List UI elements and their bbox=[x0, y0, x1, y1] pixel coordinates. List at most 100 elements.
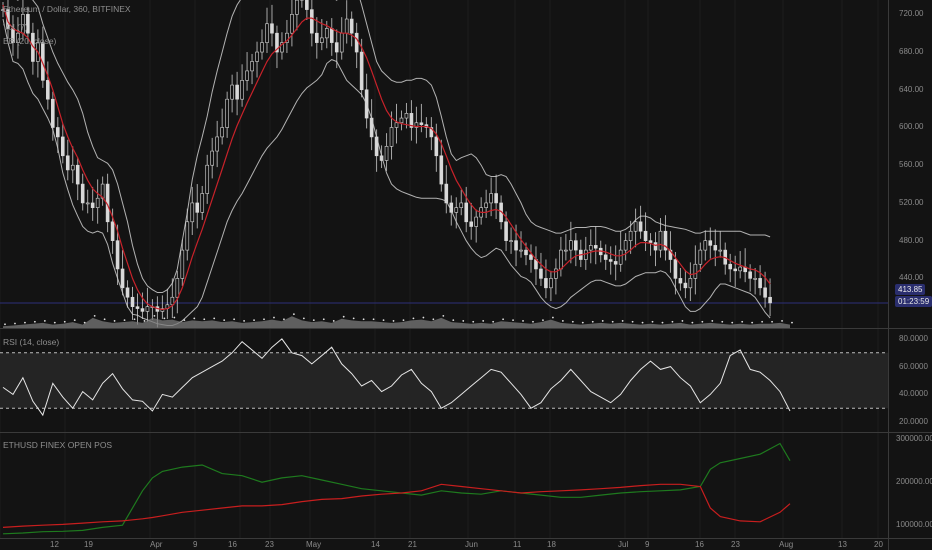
candle-body[interactable] bbox=[738, 266, 742, 272]
candle-body[interactable] bbox=[583, 249, 588, 260]
candle-body[interactable] bbox=[51, 98, 55, 128]
candle-body[interactable] bbox=[95, 197, 100, 208]
candle-body[interactable] bbox=[603, 254, 608, 260]
candle-body[interactable] bbox=[175, 278, 180, 298]
candle-body[interactable] bbox=[618, 249, 623, 265]
open-positions-panel[interactable] bbox=[2, 442, 791, 535]
candle-body[interactable] bbox=[698, 249, 703, 265]
candle-body[interactable] bbox=[514, 240, 518, 251]
candle-body[interactable] bbox=[653, 242, 658, 251]
candle-body[interactable] bbox=[60, 136, 65, 157]
rsi-line[interactable] bbox=[2, 338, 791, 417]
candle-body[interactable] bbox=[115, 240, 120, 270]
candle-body[interactable] bbox=[125, 287, 130, 298]
candle-body[interactable] bbox=[210, 150, 215, 166]
candle-body[interactable] bbox=[315, 32, 319, 43]
candle-body[interactable] bbox=[728, 263, 733, 270]
candle-body[interactable] bbox=[324, 28, 329, 39]
candle-body[interactable] bbox=[120, 268, 125, 289]
candle-body[interactable] bbox=[539, 268, 543, 279]
candle-body[interactable] bbox=[305, 0, 309, 10]
candle-body[interactable] bbox=[250, 61, 254, 72]
candle-body[interactable] bbox=[469, 221, 474, 227]
candle-body[interactable] bbox=[80, 183, 85, 204]
candle-body[interactable] bbox=[359, 51, 364, 91]
candle-body[interactable] bbox=[16, 32, 20, 43]
price-panel[interactable] bbox=[0, 0, 888, 328]
candle-body[interactable] bbox=[135, 306, 140, 309]
rsi-panel[interactable] bbox=[0, 338, 888, 417]
candle-body[interactable] bbox=[549, 278, 553, 289]
candle-body[interactable] bbox=[758, 278, 762, 289]
candle-body[interactable] bbox=[718, 249, 723, 252]
candle-body[interactable] bbox=[564, 249, 568, 252]
candle-body[interactable] bbox=[404, 113, 409, 119]
candle-body[interactable] bbox=[559, 249, 563, 270]
candle-body[interactable] bbox=[459, 202, 464, 208]
candle-body[interactable] bbox=[70, 164, 75, 171]
candle-body[interactable] bbox=[200, 193, 205, 213]
candle-body[interactable] bbox=[230, 84, 234, 100]
candle-body[interactable] bbox=[394, 122, 399, 128]
candle-body[interactable] bbox=[260, 42, 264, 53]
candle-body[interactable] bbox=[140, 308, 145, 312]
candle-body[interactable] bbox=[484, 202, 488, 208]
candle-body[interactable] bbox=[768, 296, 772, 304]
candle-body[interactable] bbox=[658, 230, 663, 251]
candle-body[interactable] bbox=[663, 230, 668, 251]
candle-body[interactable] bbox=[753, 278, 757, 280]
candle-body[interactable] bbox=[190, 202, 195, 223]
candle-body[interactable] bbox=[474, 216, 478, 227]
candle-body[interactable] bbox=[275, 32, 279, 53]
candle-body[interactable] bbox=[75, 164, 80, 185]
candle-body[interactable] bbox=[628, 230, 633, 241]
candle-body[interactable] bbox=[494, 193, 498, 204]
candle-body[interactable] bbox=[454, 207, 459, 213]
candle-body[interactable] bbox=[444, 183, 449, 204]
candle-body[interactable] bbox=[529, 254, 533, 260]
candle-body[interactable] bbox=[145, 306, 150, 312]
candle-body[interactable] bbox=[509, 240, 513, 242]
candle-body[interactable] bbox=[708, 240, 713, 246]
candle-body[interactable] bbox=[399, 117, 404, 124]
bb-basis-line[interactable] bbox=[2, 4, 771, 311]
candle-body[interactable] bbox=[574, 240, 578, 251]
candle-body[interactable] bbox=[434, 136, 439, 157]
candle-body[interactable] bbox=[613, 261, 618, 265]
candle-body[interactable] bbox=[339, 32, 344, 53]
candle-body[interactable] bbox=[270, 23, 274, 34]
candle-body[interactable] bbox=[344, 18, 349, 34]
candle-body[interactable] bbox=[205, 164, 210, 194]
candle-body[interactable] bbox=[220, 127, 224, 138]
candle-body[interactable] bbox=[389, 127, 394, 147]
candle-body[interactable] bbox=[130, 296, 135, 307]
candle-body[interactable] bbox=[319, 37, 324, 43]
legend-symbol[interactable]: Ethereum / Dollar, 360, BITFINEX bbox=[3, 4, 131, 14]
legend-bollinger[interactable]: BB (20, close) bbox=[3, 36, 57, 46]
candle-body[interactable] bbox=[464, 202, 469, 223]
bb-lower-line[interactable] bbox=[2, 18, 771, 326]
candle-body[interactable] bbox=[643, 230, 648, 241]
legend-rsi[interactable]: RSI (14, close) bbox=[3, 337, 60, 347]
candle-body[interactable] bbox=[185, 221, 190, 251]
candle-body[interactable] bbox=[46, 80, 50, 100]
candle-body[interactable] bbox=[285, 32, 289, 43]
candle-body[interactable] bbox=[673, 259, 678, 279]
candle-body[interactable] bbox=[638, 221, 643, 232]
candle-body[interactable] bbox=[265, 23, 269, 43]
candle-body[interactable] bbox=[354, 32, 359, 53]
candle-body[interactable] bbox=[295, 0, 299, 15]
candle-body[interactable] bbox=[6, 9, 10, 29]
candle-body[interactable] bbox=[524, 249, 528, 256]
candle-body[interactable] bbox=[713, 245, 718, 251]
candle-body[interactable] bbox=[668, 249, 673, 260]
candle-body[interactable] bbox=[245, 70, 249, 81]
candle-body[interactable] bbox=[310, 9, 314, 34]
candle-body[interactable] bbox=[280, 42, 284, 53]
candle-body[interactable] bbox=[588, 245, 593, 251]
candle-body[interactable] bbox=[733, 268, 738, 272]
candle-body[interactable] bbox=[65, 155, 70, 171]
legend-open-positions[interactable]: ETHUSD FINEX OPEN POS bbox=[3, 440, 113, 450]
candle-body[interactable] bbox=[255, 51, 259, 62]
